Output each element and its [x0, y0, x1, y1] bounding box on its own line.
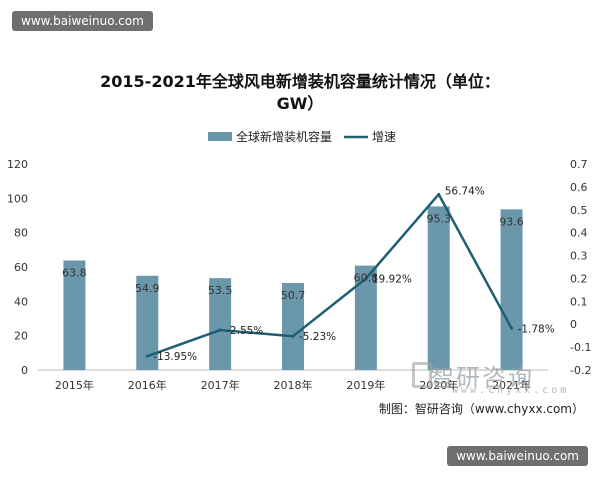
logo-watermark-url: www.chyxx.com — [452, 385, 570, 396]
axes: 0 20 40 60 80 100 120 -0.2 -0.1 0 0.1 0.2 0.3 0.4 0.5 0… — [7, 158, 591, 392]
y-left-tick-label: 60 — [14, 261, 28, 274]
bar — [354, 265, 377, 370]
growth-point — [218, 328, 222, 332]
y-right-tick-label: 0 — [570, 318, 577, 331]
bar-value-label: 95.3 — [426, 212, 451, 225]
legend: 全球新增装机容量 增速 — [208, 129, 396, 144]
bar-value-label: 50.7 — [281, 289, 306, 302]
growth-value-label: -2.55% — [226, 325, 263, 337]
growth-value-label: -13.95% — [153, 351, 197, 363]
site-watermark-bottom: www.baiweinuo.com — [447, 446, 588, 466]
logo-watermark: 智研咨询 — [430, 364, 534, 392]
y-left-tick-label: 100 — [7, 192, 28, 205]
y-right-tick-label: 0.4 — [570, 227, 588, 240]
y-right-tick-label: 0.2 — [570, 272, 588, 285]
y-right-tick-label: 0.7 — [570, 158, 588, 171]
bar-value-label: 93.6 — [499, 215, 524, 228]
x-tick-label: 2019年 — [346, 378, 385, 392]
x-tick-label: 2021年 — [492, 378, 531, 392]
source-note: 制图：智研咨询（www.chyxx.com） — [378, 402, 584, 416]
chart-title-unit: GW） — [277, 94, 324, 113]
y-right-tick-label: 0.5 — [570, 204, 588, 217]
bar — [427, 206, 450, 370]
x-tick-label: 2018年 — [274, 378, 313, 392]
legend-line-label: 增速 — [372, 130, 396, 144]
x-tick-label: 2015年 — [55, 378, 94, 392]
growth-value-label: -5.23% — [299, 331, 336, 343]
x-tick-label: 2016年 — [128, 378, 167, 392]
legend-bar-swatch — [208, 132, 232, 141]
bar — [282, 282, 304, 370]
bar — [63, 260, 86, 370]
x-tick-label: 2017年 — [201, 378, 240, 392]
y-right-tick-label: -0.1 — [570, 341, 591, 354]
y-left-tick-label: 120 — [7, 158, 28, 171]
bar-value-label: 60.8 — [354, 272, 379, 285]
logo-mark-icon — [412, 362, 432, 388]
chart-title: 2015-2021年全球风电新增装机容量统计情况（单位： — [100, 72, 500, 91]
bar-value-label: 53.5 — [208, 284, 233, 297]
bar-value-label: 63.8 — [62, 266, 87, 279]
legend-bar-label: 全球新增装机容量 — [236, 129, 332, 144]
y-right-tick-label: 0.6 — [570, 181, 588, 194]
growth-point — [145, 354, 149, 358]
growth-point — [510, 326, 514, 330]
bar — [500, 209, 523, 370]
y-right-tick-label: 0.3 — [570, 250, 588, 263]
growth-line — [145, 192, 514, 358]
growth-point — [437, 192, 441, 196]
x-tick-label: 2020年 — [419, 378, 458, 392]
bar-value-label: 54.9 — [135, 282, 160, 295]
growth-line-path — [146, 193, 513, 358]
y-left-tick-label: 0 — [21, 364, 28, 377]
growth-value-label: 56.74% — [445, 185, 485, 197]
growth-value-label: 19.92% — [372, 274, 412, 286]
y-left-tick-label: 40 — [14, 295, 28, 308]
y-right-tick-label: 0.1 — [570, 295, 588, 308]
bar — [136, 275, 159, 370]
y-right-tick-label: -0.2 — [570, 364, 591, 377]
growth-point — [364, 277, 368, 281]
site-watermark-top: www.baiweinuo.com — [12, 11, 153, 31]
y-left-tick-label: 20 — [14, 330, 28, 343]
y-left-tick-label: 80 — [14, 227, 28, 240]
bar — [209, 278, 232, 370]
bars — [63, 206, 523, 370]
growth-point — [291, 334, 295, 338]
growth-value-label: -1.78% — [518, 323, 555, 335]
data-labels: 63.8 54.9 53.5 50.7 60.8 95.3 93.6 -13.95% -2.55… — [62, 185, 555, 363]
